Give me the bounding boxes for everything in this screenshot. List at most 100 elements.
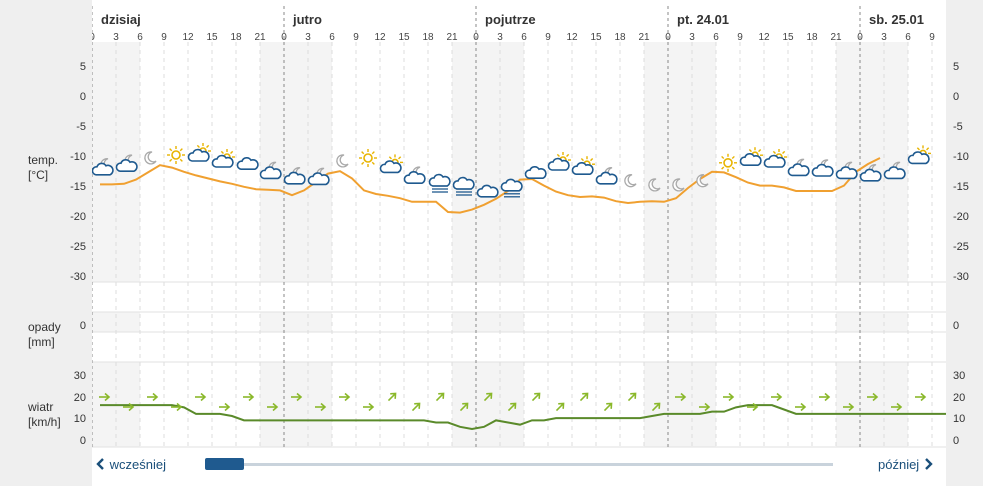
hour-tick-label: 3 <box>689 32 695 43</box>
wind-arrow-shaft <box>579 392 589 402</box>
moon-icon <box>672 178 685 192</box>
cloud-shape <box>187 148 210 162</box>
y-tick-label: 0 <box>953 320 960 332</box>
moon-shape <box>672 178 685 192</box>
sun-cloud-icon <box>379 154 403 174</box>
wind-arrow <box>579 392 589 402</box>
y-tick-label: -5 <box>76 121 86 133</box>
wind-arrow-head <box>438 392 445 399</box>
sun-ray <box>731 155 735 160</box>
night-shade <box>836 42 860 282</box>
cloud-icon <box>476 184 499 198</box>
sun-ray <box>748 149 752 153</box>
wind-arrow <box>459 402 469 412</box>
sun-cloud-icon <box>187 143 211 162</box>
sun-cloud-icon <box>547 152 571 171</box>
wind-arrow-head <box>104 392 111 402</box>
wind-arrow-head <box>368 402 375 412</box>
sun-ray <box>388 156 392 160</box>
later-button[interactable]: później <box>878 457 933 472</box>
moon-icon <box>336 154 349 168</box>
wind-arrow <box>843 402 855 412</box>
hour-tick-label: 12 <box>566 32 578 43</box>
cloud-shape <box>476 184 499 198</box>
y-tick-label: 30 <box>953 370 966 382</box>
wind-arrow <box>747 402 759 412</box>
cloud-shape <box>403 171 426 184</box>
sun-ray <box>758 149 762 153</box>
slider-thumb[interactable] <box>205 458 244 470</box>
hour-tick-label: 18 <box>230 32 242 43</box>
hour-tick-label: 0 <box>281 32 287 43</box>
hour-tick-label: 9 <box>545 32 551 43</box>
hour-tick-label: 9 <box>353 32 359 43</box>
sun-icon <box>719 153 737 172</box>
fog-icon <box>452 176 475 196</box>
sun-ray <box>398 156 402 160</box>
night-shade <box>452 312 476 332</box>
day-label: pojutrze <box>485 12 536 27</box>
sun-ray <box>926 147 930 151</box>
y-tick-label: -5 <box>953 121 963 133</box>
cloud-shape <box>115 159 138 172</box>
y-tick-label: -15 <box>953 181 969 193</box>
day-label: dzisiaj <box>101 12 141 27</box>
wind-arrow <box>627 392 637 402</box>
wind-arrow <box>147 392 159 402</box>
wind-arrow-shaft <box>483 392 493 402</box>
wind-line <box>100 404 946 431</box>
night-shade <box>260 42 284 282</box>
wind-arrow-head <box>390 392 397 399</box>
night-shade <box>452 42 476 282</box>
wind-arrow-head <box>248 392 255 402</box>
hour-tick-label: 6 <box>713 32 719 43</box>
moon-cloud-icon <box>835 161 858 180</box>
sun-ray <box>169 148 173 152</box>
wind-arrow-head <box>510 402 517 409</box>
sun-ray <box>169 158 173 162</box>
wind-arrow <box>483 392 493 402</box>
hour-tick-label: 0 <box>665 32 671 43</box>
cloud-shape <box>92 162 114 176</box>
right-axis-panel <box>946 0 983 486</box>
cloud-icon <box>524 166 547 179</box>
wind-arrow-head <box>296 392 303 402</box>
sun-ray <box>566 153 570 157</box>
wind-arrow <box>795 402 807 412</box>
wind-arrow <box>339 392 351 402</box>
wind-arrow-head <box>534 392 541 399</box>
wind-arrow-head <box>824 392 831 402</box>
cloud-shape <box>787 163 810 177</box>
wind-arrow-head <box>800 402 807 412</box>
cloud-shape <box>739 153 762 166</box>
cloud-icon <box>236 157 259 170</box>
temperature-line <box>100 157 881 214</box>
hour-tick-label: 6 <box>521 32 527 43</box>
wind-arrow-head <box>752 402 759 412</box>
sun-ray <box>220 150 224 154</box>
hour-tick-label: 15 <box>206 32 218 43</box>
sun-ray <box>179 158 183 162</box>
wind-arrow <box>219 402 231 412</box>
y-tick-label: 20 <box>953 391 966 404</box>
moon-cloud-icon <box>403 166 426 184</box>
hour-tick-label: 18 <box>422 32 434 43</box>
sun-ray <box>361 161 365 165</box>
slider-track[interactable] <box>205 463 833 466</box>
hour-tick-label: 3 <box>113 32 119 43</box>
day-label: jutro <box>292 12 322 27</box>
cloud-shape <box>379 160 402 174</box>
hour-tick-label: 3 <box>881 32 887 43</box>
moon-shape <box>144 151 157 165</box>
y-tick-label: 10 <box>953 413 966 426</box>
sun-disc <box>723 158 733 168</box>
y-tick-label: 0 <box>953 435 960 447</box>
night-shade <box>644 42 668 282</box>
moon-cloud-icon <box>811 159 834 177</box>
wind-arrow <box>507 402 517 412</box>
cloud-shape <box>259 166 282 180</box>
wind-arrow <box>915 392 927 402</box>
hour-tick-label: 0 <box>473 32 479 43</box>
earlier-button[interactable]: wcześniej <box>96 457 166 472</box>
sun-ray <box>230 150 234 154</box>
